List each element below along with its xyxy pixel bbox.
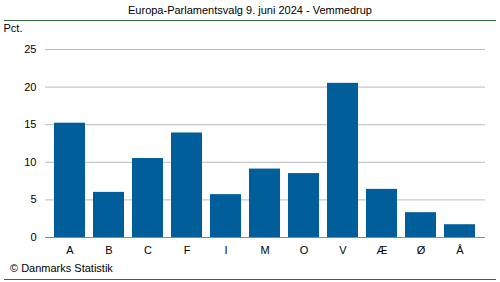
svg-text:O: O: [300, 244, 309, 256]
html-text:© Danmarks Statistik: © Danmarks Statistik: [10, 262, 113, 274]
svg-text:20: 20: [24, 81, 36, 93]
svg-text:F: F: [184, 244, 191, 256]
svg-text:C: C: [144, 244, 152, 256]
svg-text:V: V: [339, 244, 347, 256]
svg-text:15: 15: [24, 118, 36, 130]
svg-text:5: 5: [30, 193, 36, 205]
html-text:Europa-Parlamentsvalg 9. juni: Europa-Parlamentsvalg 9. juni 2024 - Vem…: [128, 4, 372, 16]
svg-text:10: 10: [24, 156, 36, 168]
svg-text:Pct.: Pct.: [4, 22, 23, 34]
svg-text:Å: Å: [456, 244, 464, 256]
svg-text:25: 25: [24, 43, 36, 55]
svg-text:M: M: [260, 244, 269, 256]
svg-text:A: A: [66, 244, 74, 256]
svg-text:Ø: Ø: [417, 244, 426, 256]
svg-text:Æ: Æ: [377, 244, 388, 256]
svg-text:I: I: [224, 244, 227, 256]
svg-text:0: 0: [30, 231, 36, 243]
svg-text:B: B: [105, 244, 112, 256]
